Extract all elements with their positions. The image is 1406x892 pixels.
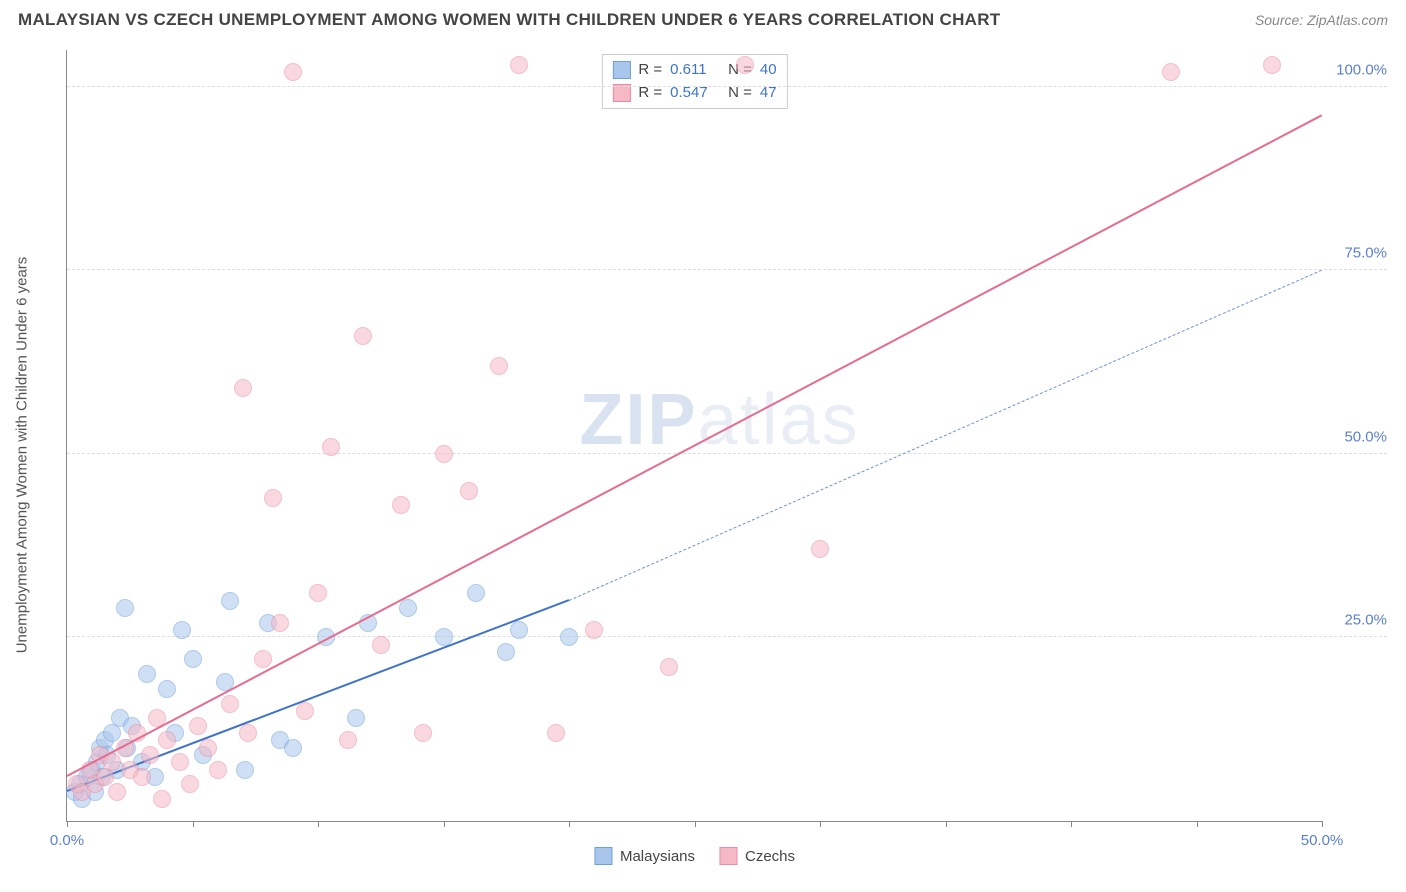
data-point <box>271 614 289 632</box>
data-point <box>510 621 528 639</box>
y-axis-label: Unemployment Among Women with Children U… <box>14 257 31 654</box>
data-point <box>184 650 202 668</box>
data-point <box>221 695 239 713</box>
data-point <box>138 665 156 683</box>
data-point <box>141 746 159 764</box>
data-point <box>510 56 528 74</box>
trend-line <box>67 114 1323 777</box>
correlation-legend: R =0.611N =40R =0.547N =47 <box>601 54 787 109</box>
data-point <box>660 658 678 676</box>
watermark-bold: ZIP <box>580 380 698 460</box>
series-name: Malaysians <box>620 848 695 865</box>
data-point <box>284 63 302 81</box>
legend-r-label: R = <box>638 59 662 82</box>
data-point <box>354 327 372 345</box>
x-tick <box>946 821 947 827</box>
data-point <box>347 709 365 727</box>
series-legend-item: Malaysians <box>594 847 695 865</box>
data-point <box>189 717 207 735</box>
data-point <box>173 621 191 639</box>
data-point <box>467 584 485 602</box>
data-point <box>254 650 272 668</box>
trend-line <box>569 269 1322 600</box>
data-point <box>414 724 432 742</box>
data-point <box>497 643 515 661</box>
x-tick <box>695 821 696 827</box>
data-point <box>158 731 176 749</box>
data-point <box>153 790 171 808</box>
data-point <box>133 768 151 786</box>
y-tick-label: 50.0% <box>1344 428 1387 445</box>
data-point <box>116 599 134 617</box>
data-point <box>236 761 254 779</box>
data-point <box>158 680 176 698</box>
data-point <box>108 783 126 801</box>
data-point <box>181 775 199 793</box>
watermark: ZIPatlas <box>580 379 860 461</box>
series-legend-item: Czechs <box>719 847 795 865</box>
legend-r-value: 0.611 <box>670 59 720 82</box>
trend-line <box>67 599 570 792</box>
data-point <box>1162 63 1180 81</box>
gridline-h <box>67 453 1387 454</box>
data-point <box>399 599 417 617</box>
y-tick-label: 75.0% <box>1344 245 1387 262</box>
chart-title: MALAYSIAN VS CZECH UNEMPLOYMENT AMONG WO… <box>18 10 1001 30</box>
gridline-h <box>67 86 1387 87</box>
legend-swatch <box>594 847 612 865</box>
data-point <box>309 584 327 602</box>
y-tick-label: 25.0% <box>1344 612 1387 629</box>
gridline-h <box>67 269 1387 270</box>
x-tick <box>444 821 445 827</box>
data-point <box>264 489 282 507</box>
chart-container: Unemployment Among Women with Children U… <box>40 40 1392 870</box>
data-point <box>560 628 578 646</box>
data-point <box>392 496 410 514</box>
x-tick <box>1197 821 1198 827</box>
data-point <box>736 56 754 74</box>
x-tick-label: 50.0% <box>1301 832 1344 849</box>
data-point <box>435 445 453 463</box>
data-point <box>221 592 239 610</box>
data-point <box>339 731 357 749</box>
data-point <box>171 753 189 771</box>
x-tick <box>318 821 319 827</box>
x-tick <box>1322 821 1323 827</box>
data-point <box>322 438 340 456</box>
data-point <box>1263 56 1281 74</box>
x-tick <box>569 821 570 827</box>
x-tick <box>1071 821 1072 827</box>
data-point <box>234 379 252 397</box>
data-point <box>296 702 314 720</box>
data-point <box>811 540 829 558</box>
legend-n-value: 40 <box>760 59 777 82</box>
data-point <box>199 739 217 757</box>
data-point <box>239 724 257 742</box>
watermark-light: atlas <box>698 380 860 460</box>
data-point <box>372 636 390 654</box>
x-tick <box>193 821 194 827</box>
data-point <box>585 621 603 639</box>
legend-swatch <box>612 61 630 79</box>
data-point <box>284 739 302 757</box>
series-name: Czechs <box>745 848 795 865</box>
source-attribution: Source: ZipAtlas.com <box>1255 12 1388 28</box>
series-legend: Malaysians Czechs <box>594 847 795 865</box>
data-point <box>209 761 227 779</box>
x-tick-label: 0.0% <box>50 832 84 849</box>
gridline-h <box>67 636 1387 637</box>
x-tick <box>67 821 68 827</box>
data-point <box>460 482 478 500</box>
data-point <box>547 724 565 742</box>
y-tick-label: 100.0% <box>1336 61 1387 78</box>
x-tick <box>820 821 821 827</box>
plot-area: ZIPatlas R =0.611N =40R =0.547N =47 Mala… <box>66 50 1322 822</box>
data-point <box>490 357 508 375</box>
legend-swatch <box>719 847 737 865</box>
